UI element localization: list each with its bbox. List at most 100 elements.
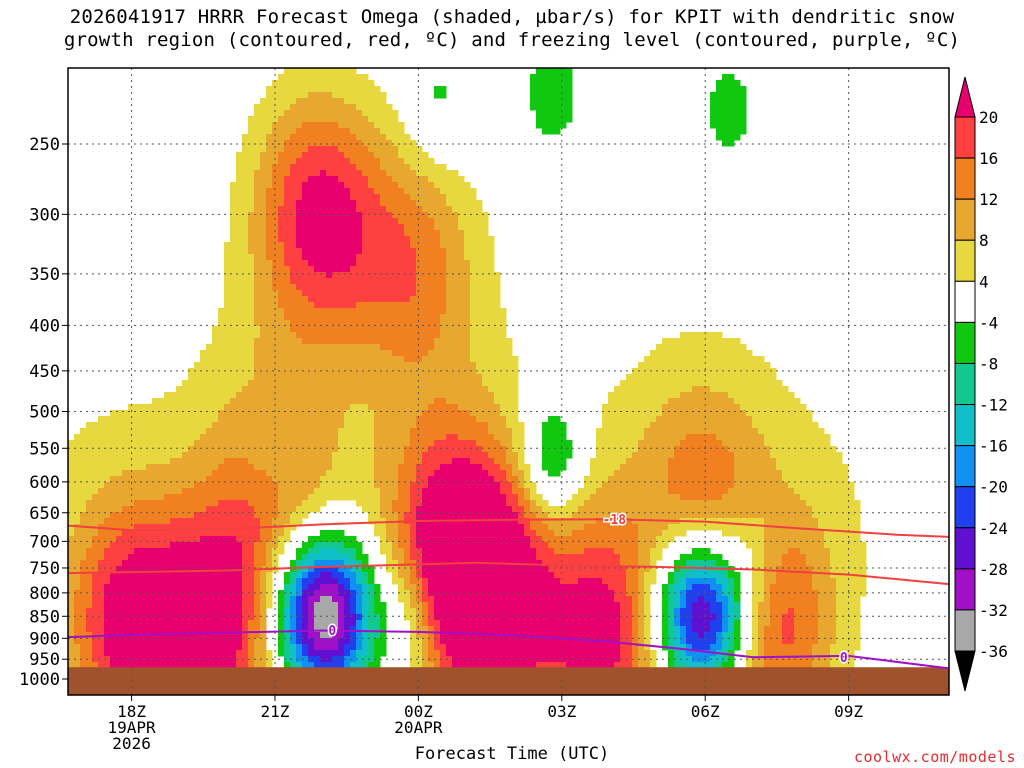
omega-cell	[350, 110, 357, 117]
omega-cell	[452, 428, 459, 435]
omega-cell	[200, 446, 207, 453]
omega-cell	[152, 656, 159, 663]
omega-cell	[272, 92, 279, 99]
omega-cell	[344, 248, 351, 255]
omega-cell	[158, 398, 165, 405]
omega-cell	[68, 458, 75, 465]
omega-cell	[248, 278, 255, 285]
omega-cell	[170, 488, 177, 495]
omega-cell	[260, 440, 267, 447]
omega-cell	[206, 626, 213, 633]
omega-cell	[374, 170, 381, 177]
omega-cell	[212, 482, 219, 489]
omega-cell	[134, 650, 141, 657]
omega-cell	[422, 314, 429, 321]
omega-cell	[158, 542, 165, 549]
omega-cell	[398, 404, 405, 411]
omega-cell	[194, 518, 201, 525]
omega-cell	[356, 140, 363, 147]
omega-cell	[254, 512, 261, 519]
omega-cell	[452, 482, 459, 489]
omega-cell	[362, 404, 369, 411]
omega-cell	[332, 182, 339, 189]
omega-cell	[440, 446, 447, 453]
omega-cell	[344, 206, 351, 213]
omega-cell	[344, 452, 351, 459]
omega-cell	[410, 392, 417, 399]
omega-cell	[242, 596, 249, 603]
omega-cell	[398, 482, 405, 489]
omega-cell	[290, 206, 297, 213]
omega-cell	[212, 458, 219, 465]
omega-cell	[458, 440, 465, 447]
omega-cell	[314, 500, 321, 507]
omega-cell	[440, 470, 447, 477]
omega-cell	[266, 194, 273, 201]
omega-cell	[398, 470, 405, 477]
omega-cell	[224, 290, 231, 297]
omega-cell	[458, 500, 465, 507]
omega-cell	[272, 350, 279, 357]
omega-cell	[122, 590, 129, 597]
omega-cell	[308, 464, 315, 471]
omega-cell	[80, 488, 87, 495]
omega-cell	[428, 398, 435, 405]
omega-cell	[368, 278, 375, 285]
omega-cell	[296, 608, 303, 615]
omega-cell	[308, 446, 315, 453]
omega-cell	[116, 464, 123, 471]
omega-cell	[242, 308, 249, 315]
omega-cell	[404, 584, 411, 591]
omega-cell	[212, 428, 219, 435]
omega-cell	[374, 242, 381, 249]
omega-cell	[242, 560, 249, 567]
omega-cell	[446, 602, 453, 609]
omega-cell	[374, 218, 381, 225]
omega-cell	[128, 470, 135, 477]
omega-cell	[404, 290, 411, 297]
omega-cell	[272, 386, 279, 393]
omega-cell	[380, 476, 387, 483]
omega-cell	[176, 500, 183, 507]
omega-cell	[164, 584, 171, 591]
omega-cell	[350, 98, 357, 105]
omega-cell	[404, 398, 411, 405]
omega-cell	[314, 218, 321, 225]
omega-cell	[296, 392, 303, 399]
omega-cell	[290, 278, 297, 285]
omega-cell	[170, 404, 177, 411]
omega-cell	[266, 380, 273, 387]
omega-cell	[422, 332, 429, 339]
omega-cell	[434, 482, 441, 489]
omega-cell	[392, 482, 399, 489]
omega-cell	[254, 350, 261, 357]
omega-cell	[152, 566, 159, 573]
omega-cell	[176, 398, 183, 405]
omega-cell	[278, 374, 285, 381]
omega-cell	[290, 596, 297, 603]
omega-cell	[224, 434, 231, 441]
omega-cell	[302, 380, 309, 387]
omega-cell	[458, 206, 465, 213]
omega-cell	[272, 176, 279, 183]
omega-cell	[260, 608, 267, 615]
omega-cell	[284, 350, 291, 357]
omega-cell	[350, 122, 357, 129]
omega-cell	[158, 422, 165, 429]
omega-cell	[350, 212, 357, 219]
omega-cell	[188, 626, 195, 633]
omega-cell	[80, 614, 87, 621]
omega-cell	[110, 656, 117, 663]
omega-cell	[374, 206, 381, 213]
omega-cell	[194, 386, 201, 393]
omega-cell	[326, 278, 333, 285]
omega-cell	[290, 638, 297, 645]
omega-cell	[320, 380, 327, 387]
omega-cell	[350, 152, 357, 159]
omega-cell	[200, 410, 207, 417]
omega-cell	[452, 494, 459, 501]
omega-cell	[254, 302, 261, 309]
omega-cell	[68, 572, 75, 579]
omega-cell	[68, 662, 75, 669]
omega-cell	[398, 308, 405, 315]
